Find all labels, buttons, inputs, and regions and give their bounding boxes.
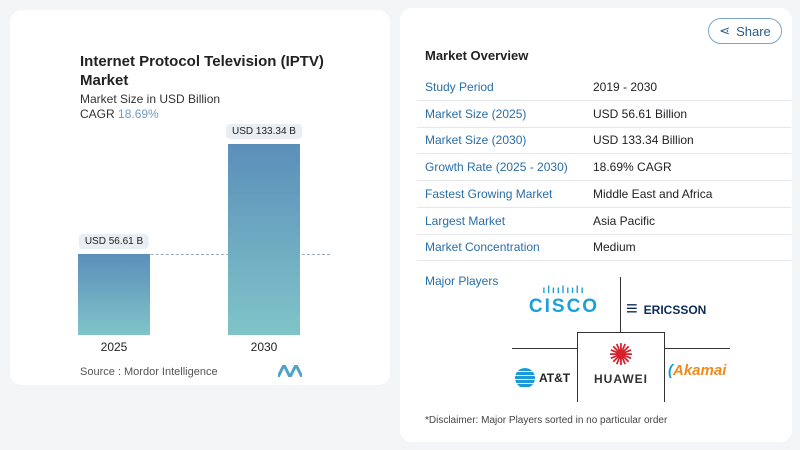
row-value: USD 133.34 Billion (593, 133, 694, 148)
chart-subtitle: Market Size in USD Billion (80, 92, 221, 106)
data-label: USD 56.61 B (78, 233, 150, 249)
mordor-logo (276, 361, 304, 381)
row-label: Growth Rate (2025 - 2030) (425, 160, 568, 175)
reference-line (80, 254, 330, 255)
overview-row: Largest Market Asia Pacific (417, 208, 791, 235)
data-label: USD 133.34 B (226, 124, 302, 139)
row-label: Market Concentration (425, 240, 540, 255)
bar-2030 (228, 144, 300, 335)
row-value: USD 56.61 Billion (593, 106, 688, 121)
overview-row: Market Concentration Medium (417, 234, 791, 262)
bar-2025 (78, 253, 150, 335)
cagr: CAGR 18.69% (80, 107, 159, 121)
row-label: Market Size (2030) (425, 133, 527, 148)
source: Source : Mordor Intelligence (80, 366, 218, 378)
huawei-logo: ✺ HUAWEI (594, 339, 648, 387)
share-icon: ⋖ (719, 23, 731, 38)
row-value: 18.69% CAGR (593, 160, 672, 175)
row-value: Middle East and Africa (593, 186, 713, 201)
cagr-value: 18.69% (118, 107, 159, 121)
row-value: 2019 - 2030 (593, 80, 658, 94)
share-button[interactable]: ⋖ Share (708, 18, 782, 44)
row-label: Fastest Growing Market (425, 186, 553, 201)
chart-card (10, 10, 390, 385)
overview-row: Growth Rate (2025 - 2030) 18.69% CAGR (417, 154, 791, 182)
overview-row: Market Size (2030) USD 133.34 Billion (417, 127, 791, 155)
overview-row: Study Period 2019 - 2030 (417, 74, 791, 101)
major-players-label: Major Players (425, 274, 499, 288)
overview-row: Market Size (2025) USD 56.61 Billion (417, 101, 791, 128)
akamai-logo: (Akamai (668, 362, 727, 379)
overview-row: Fastest Growing Market Middle East and Af… (417, 181, 791, 208)
row-label: Largest Market (425, 213, 506, 228)
row-value: Medium (593, 240, 636, 255)
x-tick-label: 2030 (250, 340, 278, 354)
cisco-logo: ılıılıılı CISCO (528, 285, 600, 317)
ericsson-logo: ≡ ERICSSON (626, 298, 707, 320)
disclaimer: *Disclaimer: Major Players sorted in no … (425, 415, 668, 426)
row-label: Study Period (425, 80, 494, 94)
chart-title: Internet Protocol Television (IPTV) Mark… (80, 53, 324, 89)
row-label: Market Size (2025) (425, 106, 527, 121)
x-tick-label: 2025 (100, 340, 128, 354)
row-value: Asia Pacific (593, 213, 656, 228)
overview-title: Market Overview (425, 48, 529, 63)
cagr-label: CAGR (80, 107, 115, 121)
att-logo: AT&T (515, 368, 570, 388)
